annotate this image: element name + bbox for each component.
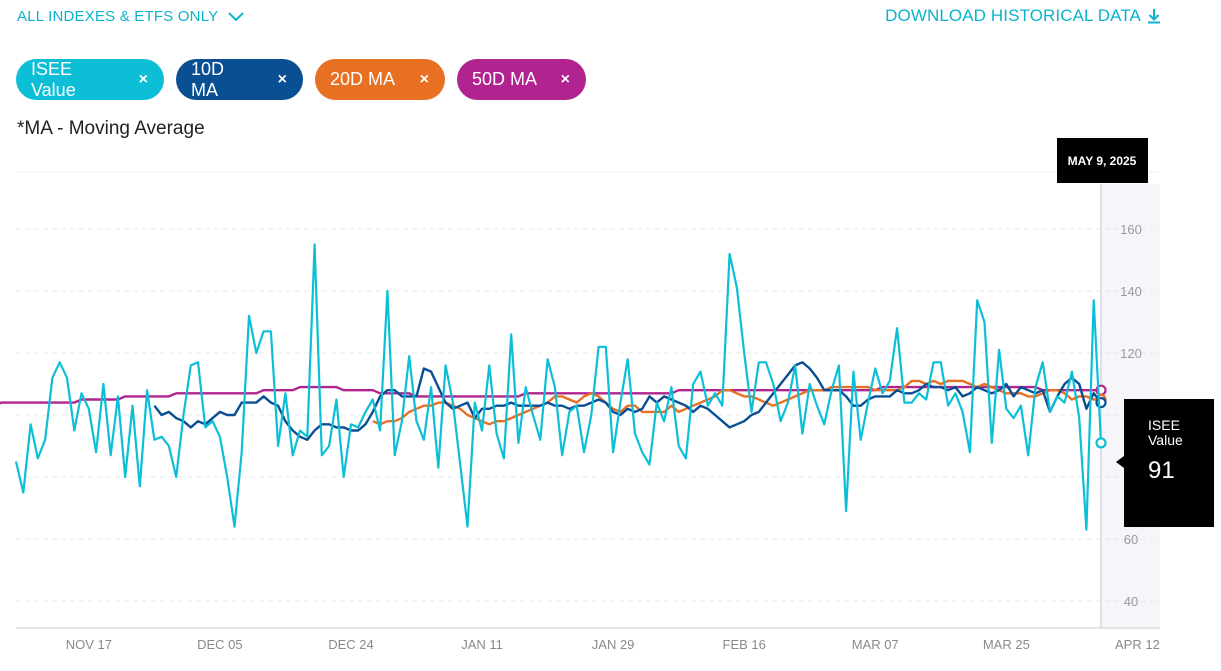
chip-label: 20D MA xyxy=(330,69,396,89)
series-line-10d-ma xyxy=(153,361,1102,441)
close-icon[interactable]: × xyxy=(419,70,429,88)
series-line-isee-value xyxy=(14,243,1103,531)
series-end-marker xyxy=(1095,437,1107,449)
series-line-50d-ma xyxy=(0,385,1101,405)
grid-lines xyxy=(16,228,1160,602)
x-tick-label: JAN 11 xyxy=(461,637,503,652)
top-controls: ALL INDEXES & ETFS ONLY DOWNLOAD HISTORI… xyxy=(17,5,1167,29)
download-historical-data-button[interactable]: DOWNLOAD HISTORICAL DATA xyxy=(885,6,1161,26)
chip-label: 10D MA xyxy=(191,58,225,100)
chip-20d-ma[interactable]: 20D MA × xyxy=(315,59,445,100)
download-label: DOWNLOAD HISTORICAL DATA xyxy=(885,6,1141,25)
close-icon[interactable]: × xyxy=(138,70,148,88)
close-icon[interactable]: × xyxy=(277,70,287,88)
x-axis-labels: NOV 17 DEC 05 DEC 24 JAN 11 JAN 29 FEB 16 MAR … xyxy=(66,637,1160,652)
x-tick-label: DEC 24 xyxy=(328,637,374,652)
chip-50d-ma[interactable]: 50D MA × xyxy=(457,59,586,100)
chip-isee-value[interactable]: ISEE Value × xyxy=(16,59,164,100)
x-tick-label: MAR 25 xyxy=(983,637,1030,652)
series-layer xyxy=(0,243,1107,531)
series-line-20d-ma xyxy=(372,379,1101,426)
chip-label: 50D MA xyxy=(472,69,538,89)
index-filter-dropdown[interactable]: ALL INDEXES & ETFS ONLY xyxy=(17,8,245,25)
filter-label: ALL INDEXES & ETFS ONLY xyxy=(17,8,219,25)
tooltip-date-text: MAY 9, 2025 xyxy=(1068,154,1137,168)
y-tick-label: 160 xyxy=(1120,222,1142,237)
y-tick-label: 120 xyxy=(1120,346,1142,361)
x-tick-label: JAN 29 xyxy=(592,637,635,652)
chevron-down-icon xyxy=(228,11,245,21)
y-axis-labels: 40 60 120 140 160 xyxy=(1120,222,1142,609)
series-chips: ISEE Value × 10D MA × 20D MA × 50D MA × xyxy=(16,59,586,100)
chip-10d-ma[interactable]: 10D MA × xyxy=(176,59,303,100)
y-tick-label: 60 xyxy=(1124,532,1138,547)
chip-label: ISEE Value xyxy=(31,58,76,100)
x-tick-label: DEC 05 xyxy=(197,637,243,652)
y-tick-label: 140 xyxy=(1120,284,1142,299)
moving-average-note: *MA - Moving Average xyxy=(17,118,205,139)
download-icon xyxy=(1148,9,1160,24)
tooltip-label-line1: ISEE xyxy=(1148,417,1180,433)
x-tick-label: APR 12 xyxy=(1115,637,1160,652)
tooltip-value-text: 91 xyxy=(1148,457,1175,484)
tooltip-date: MAY 9, 2025 xyxy=(1057,138,1148,183)
tooltip-value: ISEE Value 91 xyxy=(1116,399,1214,527)
tooltip-label-line2: Value xyxy=(1148,432,1183,448)
x-tick-label: MAR 07 xyxy=(852,637,899,652)
close-icon[interactable]: × xyxy=(560,70,570,88)
x-tick-label: FEB 16 xyxy=(723,637,766,652)
y-tick-label: 40 xyxy=(1124,594,1138,609)
x-tick-label: NOV 17 xyxy=(66,637,112,652)
